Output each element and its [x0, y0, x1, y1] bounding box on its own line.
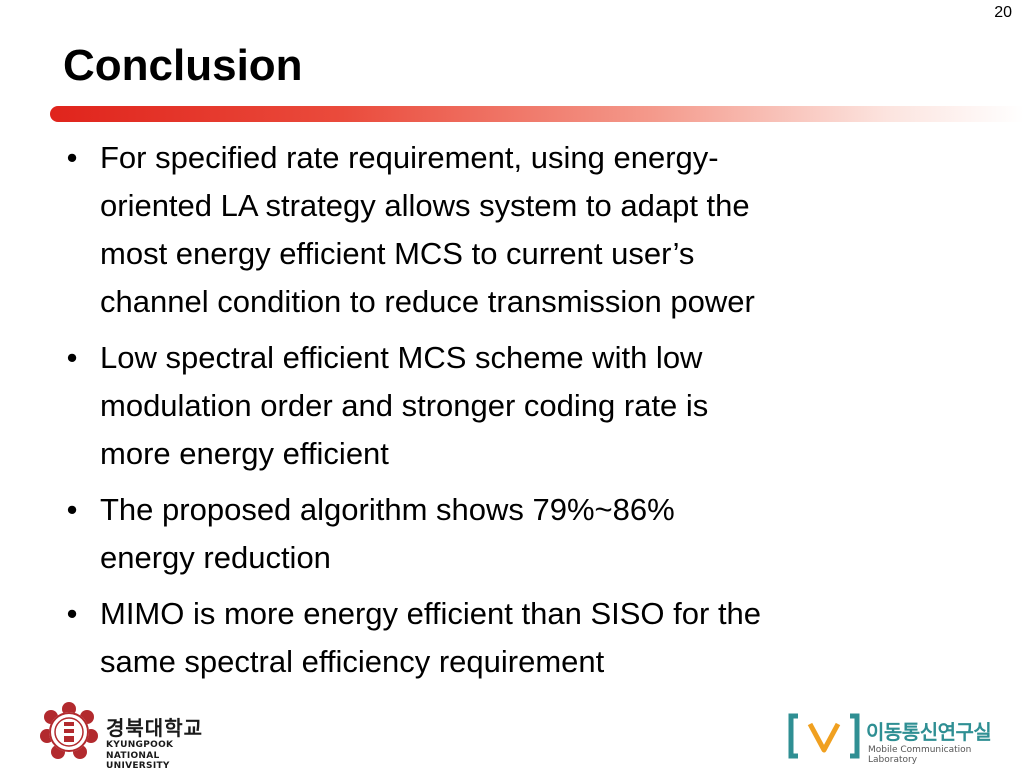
bullet-line: modulation order and stronger coding rat…: [100, 388, 709, 423]
university-logo: 경북대학교 KYUNGPOOK NATIONAL UNIVERSITY: [38, 700, 218, 771]
bullet-item: • Low spectral efficient MCS scheme with…: [62, 334, 962, 478]
bullet-line: same spectral efficiency requirement: [100, 644, 605, 679]
bullet-line: Low spectral efficient MCS scheme with l…: [100, 340, 703, 375]
university-name-english-line2: NATIONAL UNIVERSITY: [106, 751, 170, 771]
bullet-line: MIMO is more energy efficient than SISO …: [100, 596, 762, 631]
bullet-line: The proposed algorithm shows 79%~86%: [100, 492, 675, 527]
slide-title: Conclusion: [63, 41, 303, 90]
bullet-line: For specified rate requirement, using en…: [100, 140, 719, 175]
university-seal-icon: [40, 702, 98, 759]
university-name-english-line1: KYUNGPOOK: [106, 740, 174, 750]
bullet-dot: •: [66, 492, 78, 527]
title-underline-bar: [50, 106, 1024, 122]
lab-name-korean: 이동통신연구실: [866, 720, 992, 744]
bullet-item: • For specified rate requirement, using …: [62, 134, 962, 326]
bullet-line: oriented LA strategy allows system to ad…: [100, 188, 750, 223]
lab-name-english: Mobile Communication Laboratory: [868, 745, 972, 765]
page-number: 20: [994, 4, 1012, 21]
bullet-list: • For specified rate requirement, using …: [62, 134, 962, 694]
bullet-dot: •: [66, 140, 78, 175]
bullet-line: more energy efficient: [100, 436, 389, 471]
bullet-line: energy reduction: [100, 540, 331, 575]
university-name-korean: 경북대학교: [106, 716, 203, 740]
lab-logo: 이동통신연구실 Mobile Communication Laboratory: [788, 712, 998, 765]
bullet-dot: •: [66, 340, 78, 375]
bullet-line: channel condition to reduce transmission…: [100, 284, 755, 319]
bullet-item: • MIMO is more energy efficient than SIS…: [62, 590, 962, 686]
bullet-item: • The proposed algorithm shows 79%~86% e…: [62, 486, 962, 582]
bracket-v-mark-icon: [788, 713, 860, 759]
bullet-dot: •: [66, 596, 78, 631]
bullet-line: most energy efficient MCS to current use…: [100, 236, 695, 271]
